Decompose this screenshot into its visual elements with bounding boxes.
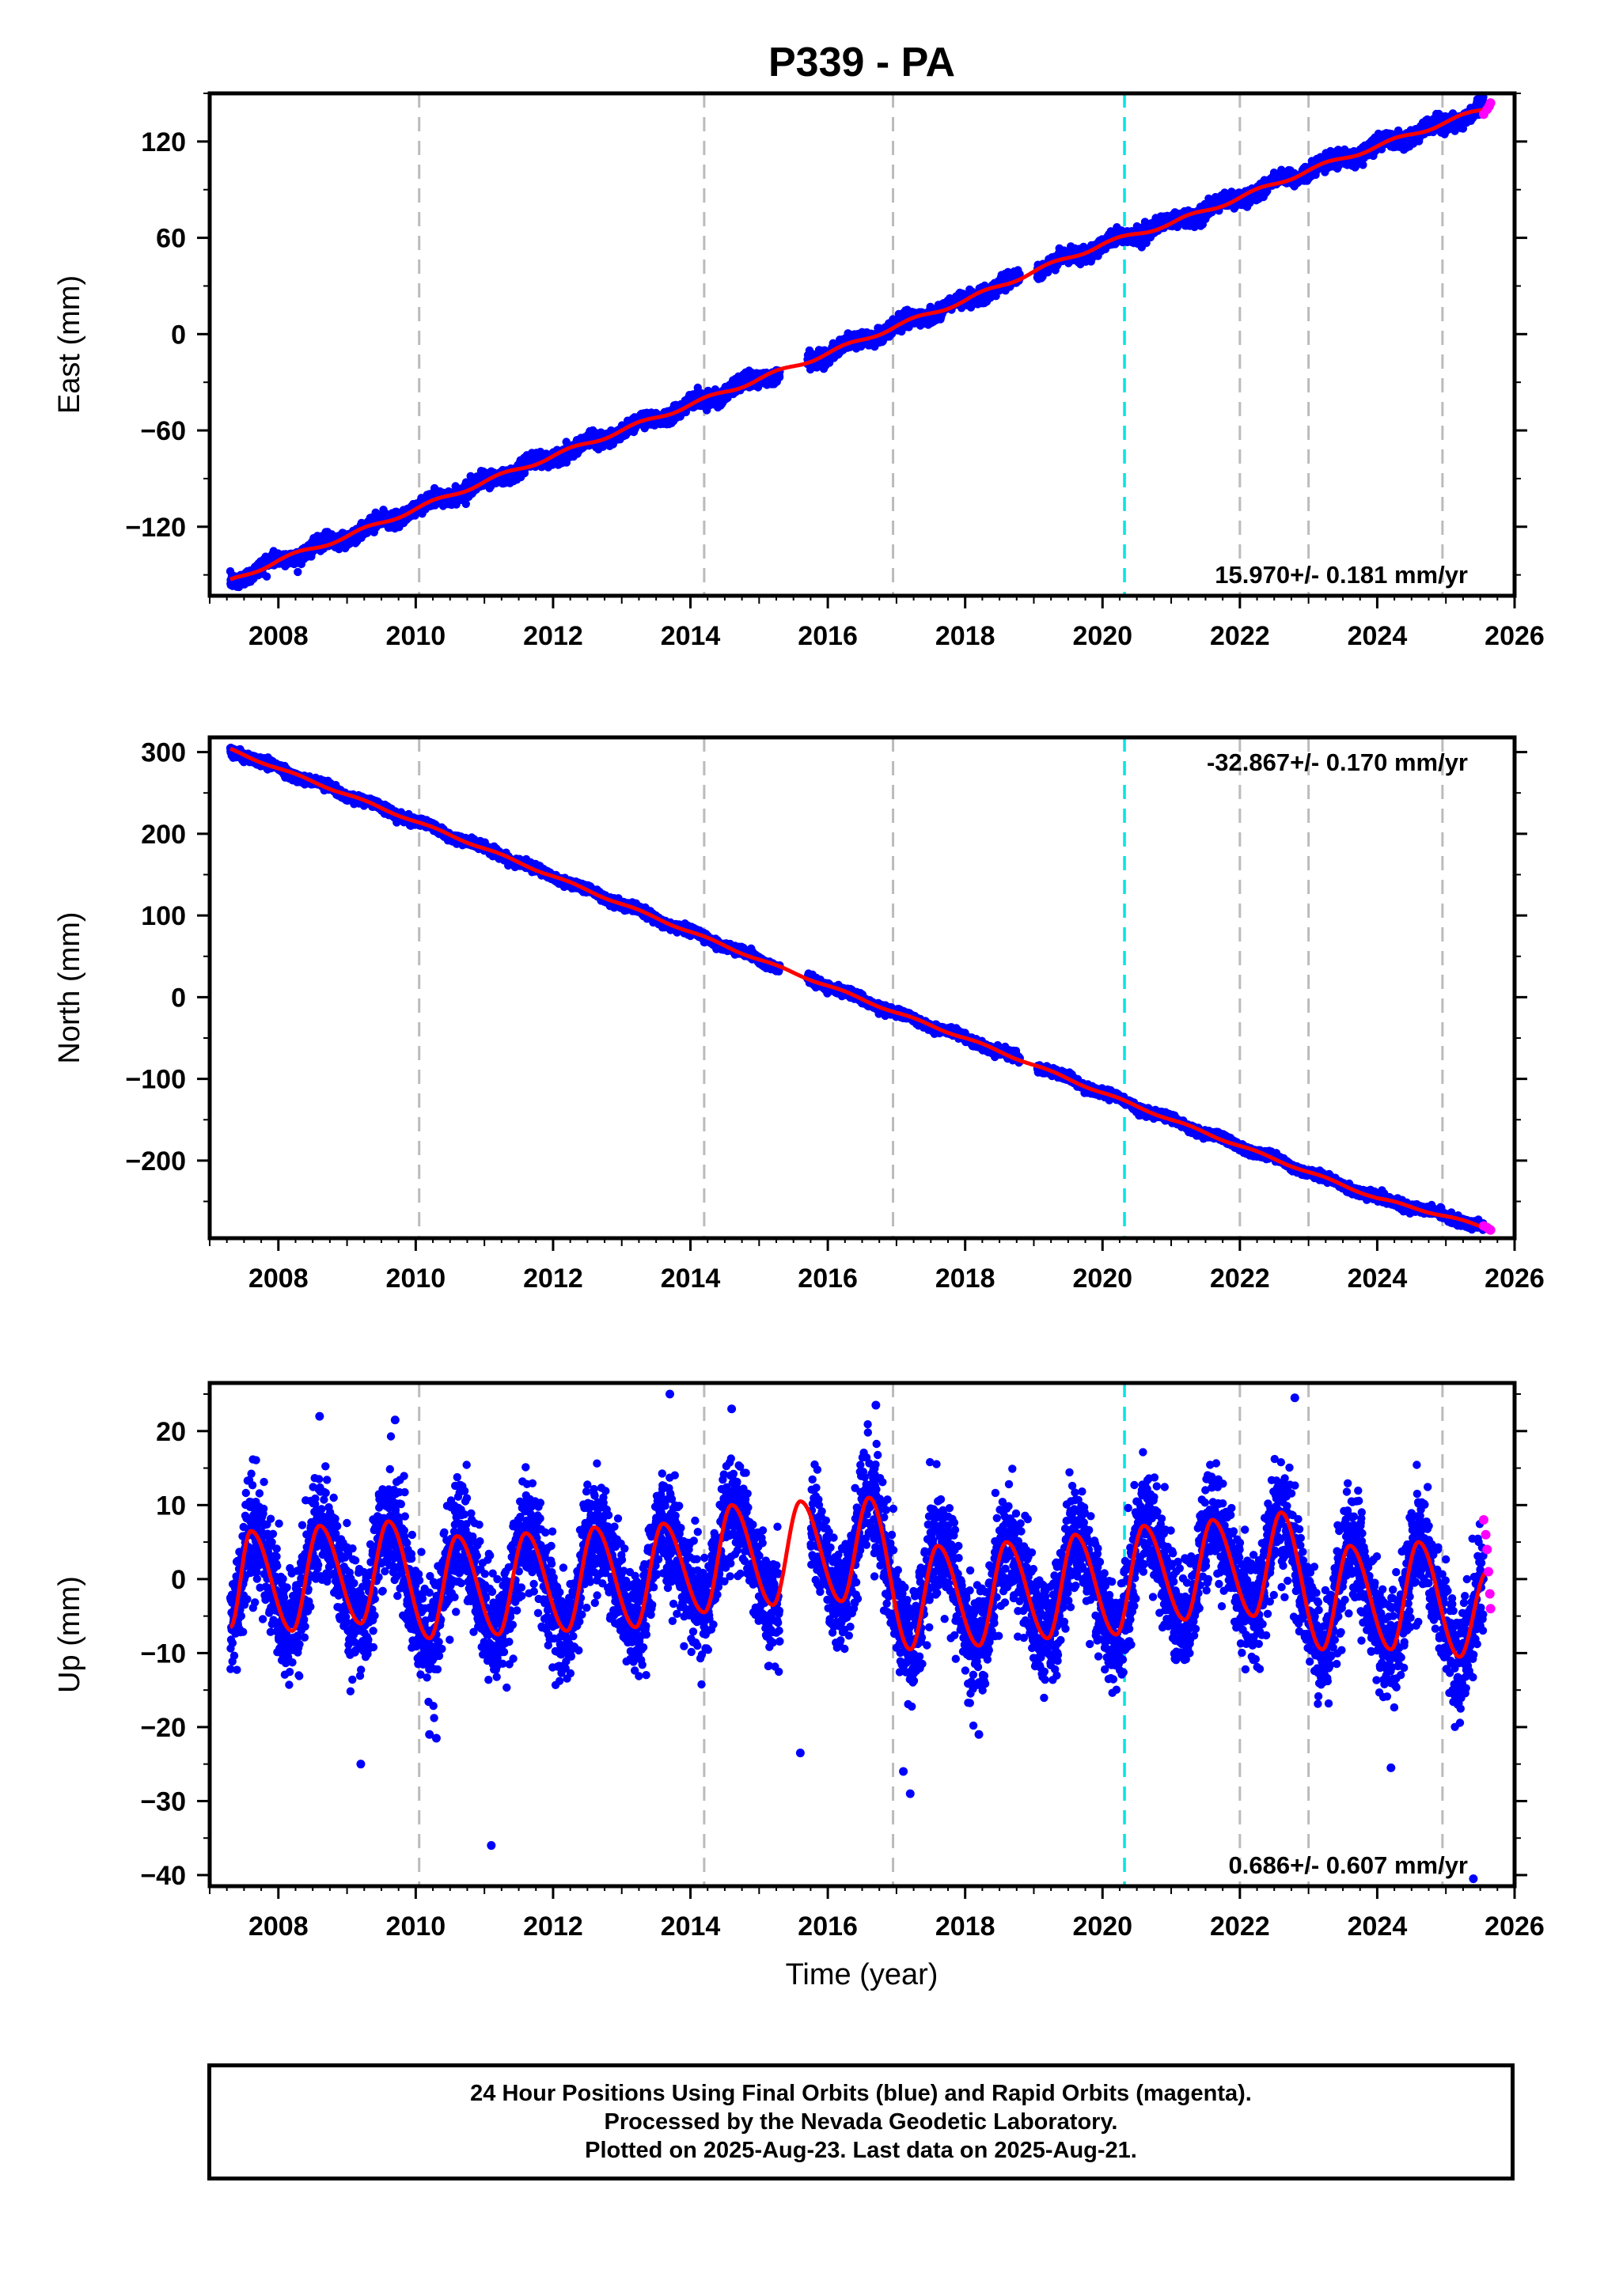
outlier-point	[390, 1415, 400, 1425]
outlier-point	[905, 1789, 915, 1798]
x-tick-label: 2008	[248, 1264, 309, 1294]
footer-line-1: 24 Hour Positions Using Final Orbits (bl…	[470, 2081, 1252, 2106]
footer-line-2: Processed by the Nevada Geodetic Laborat…	[604, 2109, 1118, 2135]
y-tick-label: −100	[125, 1065, 186, 1095]
y-tick-label: −30	[140, 1786, 186, 1817]
final-orbit-points	[226, 743, 1488, 1234]
rapid-orbit-point	[1485, 98, 1496, 108]
outlier-point	[1290, 1393, 1299, 1403]
rapid-orbit-point	[1485, 1604, 1496, 1614]
rate-label: 15.970+/- 0.181 mm/yr	[1215, 561, 1468, 589]
outlier-point	[1386, 1763, 1396, 1772]
rapid-orbit-point	[1481, 1529, 1491, 1540]
y-tick-label: −20	[140, 1713, 186, 1743]
x-tick-label: 2012	[523, 1264, 583, 1294]
rapid-orbit-point	[1478, 1515, 1488, 1525]
outlier-point	[356, 1760, 366, 1769]
rate-label: 0.686+/- 0.607 mm/yr	[1229, 1851, 1468, 1879]
footer-box: 24 Hour Positions Using Final Orbits (bl…	[207, 2063, 1515, 2180]
outlier-point	[727, 1404, 737, 1414]
y-tick-label: 120	[141, 127, 186, 157]
x-tick-label: 2016	[798, 1911, 858, 1942]
x-tick-label: 2008	[248, 621, 309, 651]
model-fit-line	[229, 107, 1488, 582]
outlier-point	[899, 1767, 908, 1776]
x-tick-label: 2018	[935, 1911, 995, 1942]
x-tick-label: 2012	[523, 621, 583, 651]
outlier-point	[315, 1411, 324, 1421]
rapid-orbit-point	[1485, 1225, 1496, 1235]
north-panel: 300 200 100 0 −100 −200 2008 2010 2012 2014 2016 20…	[53, 735, 1545, 1294]
chart-title: P339 - PA	[768, 40, 955, 85]
y-tick-label: −60	[140, 416, 186, 446]
outlier-point	[425, 1730, 434, 1739]
y-tick-label: 0	[171, 1565, 186, 1595]
rate-label: -32.867+/- 0.170 mm/yr	[1207, 748, 1468, 776]
x-tick-label: 2018	[935, 621, 995, 651]
y-tick-label: −200	[125, 1146, 186, 1176]
final-orbit-point-cloud	[226, 743, 1488, 1234]
x-tick-label: 2010	[386, 621, 446, 651]
x-tick-label: 2010	[386, 1264, 446, 1294]
y-tick-label: 200	[141, 820, 186, 850]
y-tick-label: 300	[141, 738, 186, 768]
x-tick-label: 2018	[935, 1264, 995, 1294]
x-tick-label: 2012	[523, 1911, 583, 1942]
x-tick-label: 2014	[661, 621, 721, 651]
x-tick-label: 2010	[386, 1911, 446, 1942]
x-tick-label: 2020	[1072, 1264, 1132, 1294]
x-tick-label: 2026	[1485, 1264, 1545, 1294]
x-tick-label: 2014	[661, 1911, 721, 1942]
outlier-point	[974, 1730, 984, 1739]
outlier-point	[665, 1389, 674, 1399]
outlier-point	[431, 1733, 441, 1743]
y-axis-label: East (mm)	[53, 275, 86, 414]
y-tick-label: −120	[125, 513, 186, 543]
x-tick-label: 2022	[1210, 621, 1270, 651]
y-axis-label: North (mm)	[53, 911, 86, 1063]
y-tick-label: 60	[156, 224, 186, 254]
x-tick-label: 2016	[798, 1264, 858, 1294]
final-orbit-point-cloud	[226, 1419, 1488, 1731]
outlier-point	[795, 1749, 805, 1758]
y-tick-label: −40	[140, 1861, 186, 1891]
outlier-point	[871, 1400, 881, 1410]
x-tick-label: 2022	[1210, 1264, 1270, 1294]
x-tick-label: 2026	[1485, 621, 1545, 651]
x-tick-label: 2024	[1348, 1264, 1408, 1294]
x-tick-label: 2024	[1348, 621, 1408, 651]
x-tick-label: 2026	[1485, 1911, 1545, 1942]
y-tick-label: 20	[156, 1417, 186, 1447]
east-panel: 120 60 0 −60 −120 2008 2010 2012 2014 2016 2018 202…	[53, 91, 1545, 651]
y-tick-label: 10	[156, 1491, 186, 1521]
rapid-orbit-point	[1485, 1589, 1495, 1599]
rapid-orbit-point	[1484, 1567, 1494, 1577]
x-tick-label: 2014	[661, 1264, 721, 1294]
x-tick-label: 2020	[1072, 621, 1132, 651]
x-tick-label: 2024	[1348, 1911, 1408, 1942]
x-axis-label: Time (year)	[786, 1958, 939, 1991]
model-fit-line	[229, 1495, 1488, 1659]
y-tick-label: 100	[141, 901, 186, 931]
x-tick-label: 2022	[1210, 1911, 1270, 1942]
model-fit-line	[229, 746, 1488, 1231]
x-tick-label: 2016	[798, 621, 858, 651]
final-orbit-points	[226, 1389, 1488, 1884]
y-axis-label: Up (mm)	[53, 1576, 86, 1693]
x-tick-label: 2020	[1072, 1911, 1132, 1942]
footer-line-3: Plotted on 2025-Aug-23. Last data on 202…	[585, 2138, 1137, 2163]
y-tick-label: 0	[171, 320, 186, 350]
x-tick-label: 2008	[248, 1911, 309, 1942]
outlier-point	[1469, 1874, 1478, 1884]
rapid-orbit-point	[1482, 1544, 1492, 1555]
y-tick-label: 0	[171, 983, 186, 1013]
y-tick-label: −10	[140, 1639, 186, 1669]
outlier-point	[487, 1841, 496, 1851]
